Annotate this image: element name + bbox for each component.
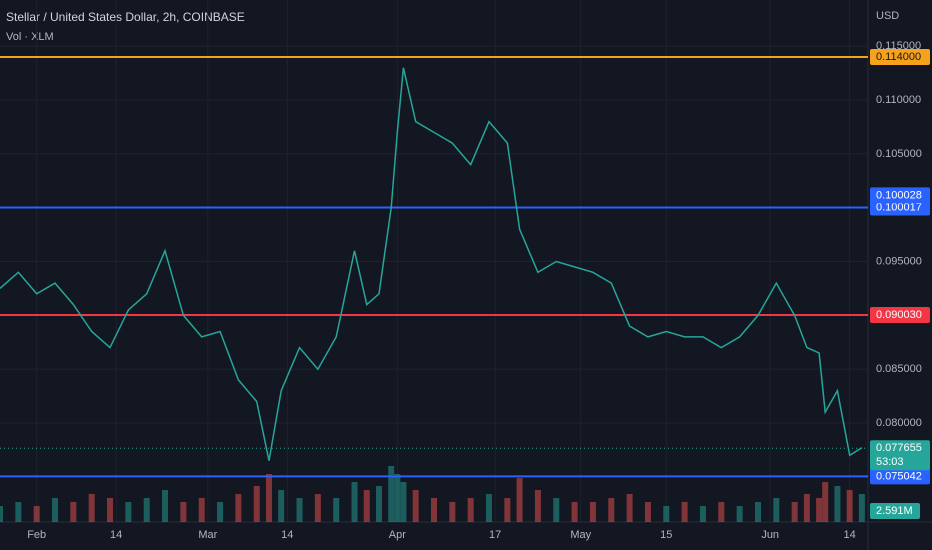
x-tick-label: 15 <box>660 529 672 541</box>
chart-title: Stellar / United States Dollar, 2h, COIN… <box>6 10 245 24</box>
volume-bar <box>608 498 615 522</box>
volume-bar <box>296 498 303 522</box>
volume-bar <box>394 474 401 522</box>
level-label: 0.100028 <box>876 189 922 201</box>
volume-bar <box>791 502 798 522</box>
volume-bar <box>363 490 370 522</box>
level-label-box <box>870 49 930 66</box>
volume-bar <box>314 494 321 522</box>
level-label-box <box>870 307 930 324</box>
volume-bar <box>431 498 437 522</box>
volume-bar <box>253 486 260 522</box>
volume-bar <box>162 490 169 522</box>
last-price-label: 0.077655 <box>876 442 922 454</box>
volume-bar <box>681 502 688 522</box>
level-label: 0.100017 <box>876 201 922 213</box>
volume-bar <box>773 498 780 522</box>
volume-bar <box>33 506 40 522</box>
volume-bar <box>265 474 272 522</box>
level-label-box <box>870 199 930 216</box>
last-price-box <box>870 440 930 471</box>
volume-label-box <box>870 503 920 519</box>
volume-bar <box>754 502 761 522</box>
level-label: 0.114000 <box>876 51 921 63</box>
volume-bar <box>107 498 114 522</box>
volume-bar <box>834 486 841 522</box>
volume-bar <box>803 494 810 522</box>
x-tick-label: Feb <box>27 529 46 541</box>
volume-bar <box>198 498 205 522</box>
volume-bar <box>449 502 456 522</box>
countdown: 53:03 <box>876 456 904 468</box>
volume-bar <box>736 506 743 522</box>
price-line <box>0 67 863 461</box>
y-tick-label: 0.110000 <box>876 94 921 106</box>
volume-bar <box>858 494 865 522</box>
volume-bar <box>644 502 651 522</box>
volume-bar <box>486 494 493 522</box>
volume-bar <box>571 502 578 522</box>
volume-bar <box>0 506 3 522</box>
volume-bar <box>822 482 829 522</box>
volume-bar <box>88 494 95 522</box>
x-tick-label: 17 <box>489 529 501 541</box>
volume-bar <box>278 490 285 522</box>
volume-bar <box>52 498 59 522</box>
x-tick-label: Mar <box>198 529 217 541</box>
level-label: 0.075042 <box>876 470 922 482</box>
volume-bar <box>70 502 77 522</box>
currency: USD <box>876 10 899 22</box>
volume-bar <box>846 490 853 522</box>
volume-bar <box>217 502 224 522</box>
volume-bar <box>235 494 242 522</box>
level-label-box <box>870 187 930 204</box>
volume-bar <box>553 498 560 522</box>
volume-bar <box>333 498 340 522</box>
x-tick-label: 14 <box>844 529 856 541</box>
volume-bar <box>388 466 395 522</box>
volume-bar <box>699 506 706 522</box>
volume-bar <box>516 478 523 522</box>
volume-bar <box>15 502 22 522</box>
volume-bar <box>467 498 474 522</box>
volume-bar <box>504 498 511 522</box>
x-tick-label: 14 <box>110 529 122 541</box>
x-tick-label: Jun <box>761 529 779 541</box>
volume-bar <box>351 482 358 522</box>
volume-bar <box>534 490 541 522</box>
level-label-box <box>870 468 930 485</box>
volume-bar <box>143 498 150 522</box>
y-tick-label: 0.105000 <box>876 148 922 160</box>
x-tick-label: Apr <box>389 529 406 541</box>
volume-bar <box>125 502 132 522</box>
volume-label: 2.591M <box>876 505 913 517</box>
volume-bar <box>375 486 382 522</box>
level-label: 0.090030 <box>876 309 922 321</box>
volume-bar <box>626 494 633 522</box>
volume-bar <box>663 506 670 522</box>
chart-subtitle: Vol · XLM <box>6 31 54 43</box>
volume-bar <box>816 498 823 522</box>
x-tick-label: May <box>570 529 591 541</box>
volume-bar <box>718 502 725 522</box>
y-tick-label: 0.080000 <box>876 417 922 429</box>
volume-bar <box>412 490 419 522</box>
volume-bar <box>180 502 187 522</box>
y-tick-label: 0.085000 <box>876 363 922 375</box>
x-tick-label: 14 <box>281 529 293 541</box>
volume-bar <box>589 502 596 522</box>
y-tick-label: 0.095000 <box>876 255 922 267</box>
volume-bar <box>400 482 407 522</box>
